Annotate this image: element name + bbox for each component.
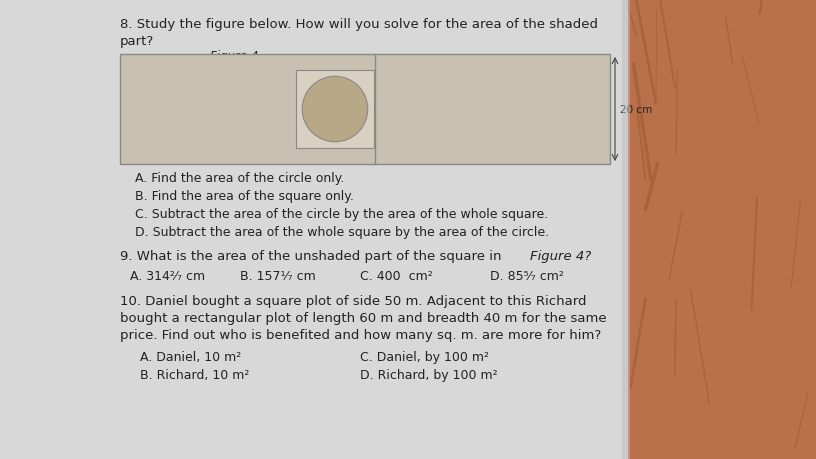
Text: bought a rectangular plot of length 60 m and breadth 40 m for the same: bought a rectangular plot of length 60 m… [120, 311, 606, 325]
Text: part?: part? [120, 35, 154, 48]
Text: D. Richard, by 100 m²: D. Richard, by 100 m² [360, 368, 498, 381]
Text: 10. Daniel bought a square plot of side 50 m. Adjacent to this Richard: 10. Daniel bought a square plot of side … [120, 294, 587, 308]
Text: C. Daniel, by 100 m²: C. Daniel, by 100 m² [360, 350, 489, 363]
Bar [623, 0, 630, 459]
Text: C. Subtract the area of the circle by the area of the whole square.: C. Subtract the area of the circle by th… [135, 207, 548, 220]
Circle shape [302, 77, 368, 142]
Text: B. Richard, 10 m²: B. Richard, 10 m² [140, 368, 250, 381]
Bar [120, 55, 610, 165]
Text: price. Find out who is benefited and how many sq. m. are more for him?: price. Find out who is benefited and how… [120, 328, 601, 341]
Text: 20 cm: 20 cm [620, 105, 652, 115]
Text: Figure 4?: Figure 4? [530, 249, 592, 263]
Text: D. Subtract the area of the whole square by the area of the circle.: D. Subtract the area of the whole square… [135, 225, 549, 239]
Text: B. 157¹⁄₇ cm: B. 157¹⁄₇ cm [240, 269, 316, 282]
Bar [296, 71, 374, 149]
Text: B. Find the area of the square only.: B. Find the area of the square only. [135, 190, 354, 202]
Bar [0, 0, 628, 459]
Text: Figure 4.: Figure 4. [210, 50, 262, 63]
Text: D. 85⁵⁄₇ cm²: D. 85⁵⁄₇ cm² [490, 269, 564, 282]
Text: C. 400  cm²: C. 400 cm² [360, 269, 432, 282]
Bar [620, 0, 816, 459]
Text: 8. Study the figure below. How will you solve for the area of the shaded: 8. Study the figure below. How will you … [120, 18, 598, 31]
Text: A. Daniel, 10 m²: A. Daniel, 10 m² [140, 350, 242, 363]
Text: A. Find the area of the circle only.: A. Find the area of the circle only. [135, 172, 344, 185]
Text: 9. What is the area of the unshaded part of the square in: 9. What is the area of the unshaded part… [120, 249, 506, 263]
Text: A. 314²⁄₇ cm: A. 314²⁄₇ cm [130, 269, 205, 282]
